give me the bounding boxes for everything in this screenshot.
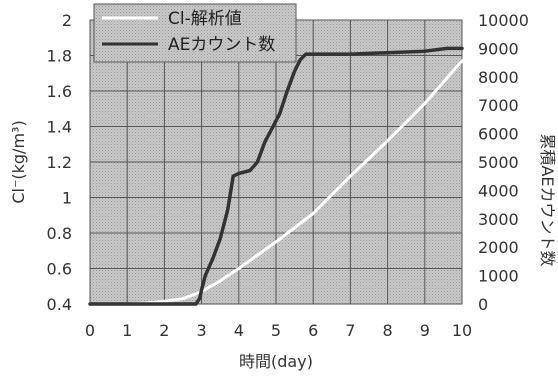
y-left-tick-label: 0.6 (47, 260, 72, 279)
legend-label-cl: Cl-解析値 (168, 9, 242, 29)
series-line-ae (88, 46, 464, 306)
x-tick-label: 7 (345, 321, 355, 340)
x-tick-label: 4 (234, 321, 244, 340)
y-right-tick-label: 2000 (478, 238, 519, 257)
x-tick-label: 0 (85, 321, 95, 340)
series-lines (88, 46, 464, 306)
x-tick-label: 10 (452, 321, 472, 340)
y-right-tick-label: 0 (478, 295, 488, 314)
legend-label-ae: AEカウント数 (168, 35, 275, 55)
x-tick-label: 2 (159, 321, 169, 340)
y-right-tick-label: 5000 (478, 153, 519, 172)
y-left-tick-label: 1.8 (47, 47, 72, 66)
x-tick-label: 1 (122, 321, 132, 340)
x-axis-label: 時間(day) (239, 352, 313, 371)
y-right-tick-label: 7000 (478, 96, 519, 115)
y-right-tick-label: 8000 (478, 68, 519, 87)
y-right-tick-label: 3000 (478, 210, 519, 229)
y-left-axis-label: Cl⁻(kg/m³) (9, 120, 28, 203)
x-tick-label: 8 (383, 321, 393, 340)
y-left-tick-label: 0.4 (47, 295, 72, 314)
x-tick-label: 5 (271, 321, 281, 340)
y-left-tick-label: 1.6 (47, 82, 72, 101)
y-right-tick-label: 4000 (478, 181, 519, 200)
x-tick-label: 6 (308, 321, 318, 340)
y-right-tick-label: 9000 (478, 39, 519, 58)
x-tick-labels: 0 1 2 3 4 5 6 7 8 9 10 (85, 321, 472, 340)
y-left-tick-label: 1.2 (47, 153, 72, 172)
y-left-tick-labels: 0.4 0.6 0.8 1 1.2 1.4 1.6 1.8 2 (47, 11, 72, 314)
legend-box (93, 3, 297, 63)
y-right-tick-labels: 0 1000 2000 3000 4000 5000 6000 7000 8000 9000 100… (478, 11, 529, 314)
y-right-tick-label: 1000 (478, 267, 519, 286)
y-left-tick-label: 0.8 (47, 224, 72, 243)
y-left-tick-label: 1.4 (47, 118, 72, 137)
legend: Cl-解析値 AEカウント数 (93, 3, 297, 63)
y-right-axis-label: 累積AEカウント数 (538, 133, 557, 266)
x-tick-label: 9 (420, 321, 430, 340)
y-right-tick-label: 6000 (478, 125, 519, 144)
y-left-tick-label: 1 (62, 189, 72, 208)
x-tick-label: 3 (197, 321, 207, 340)
y-left-tick-label: 2 (62, 11, 72, 30)
y-right-tick-label: 10000 (478, 11, 529, 30)
